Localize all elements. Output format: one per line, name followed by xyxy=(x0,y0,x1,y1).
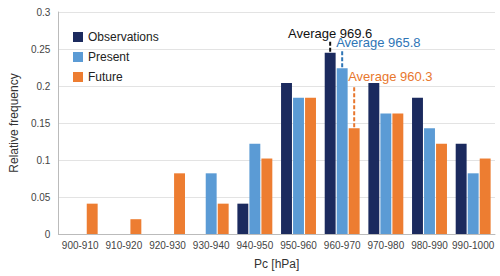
svg-text:900-910: 900-910 xyxy=(62,240,99,251)
svg-text:0.15: 0.15 xyxy=(31,118,51,129)
svg-text:910-920: 910-920 xyxy=(106,240,143,251)
svg-text:0.3: 0.3 xyxy=(36,7,50,18)
svg-text:920-930: 920-930 xyxy=(149,240,186,251)
svg-text:Present: Present xyxy=(88,50,130,64)
svg-text:Average 960.3: Average 960.3 xyxy=(348,69,432,84)
svg-text:0.05: 0.05 xyxy=(31,192,51,203)
svg-text:0: 0 xyxy=(45,229,51,240)
svg-text:Pc [hPa]: Pc [hPa] xyxy=(254,257,299,271)
svg-text:0.25: 0.25 xyxy=(31,44,51,55)
svg-text:0.1: 0.1 xyxy=(36,155,50,166)
svg-text:940-950: 940-950 xyxy=(236,240,273,251)
svg-text:980-990: 980-990 xyxy=(411,240,448,251)
svg-text:Future: Future xyxy=(88,70,123,84)
svg-text:Observations: Observations xyxy=(88,30,159,44)
svg-text:950-960: 950-960 xyxy=(280,240,317,251)
svg-text:Average 965.8: Average 965.8 xyxy=(336,35,420,50)
svg-text:Relative frequency: Relative frequency xyxy=(7,73,21,172)
svg-text:0.2: 0.2 xyxy=(36,81,50,92)
svg-text:970-980: 970-980 xyxy=(367,240,404,251)
svg-text:930-940: 930-940 xyxy=(193,240,230,251)
svg-text:990-1000: 990-1000 xyxy=(452,240,495,251)
svg-text:960-970: 960-970 xyxy=(324,240,361,251)
svg-text:Average 969.6: Average 969.6 xyxy=(288,25,373,41)
